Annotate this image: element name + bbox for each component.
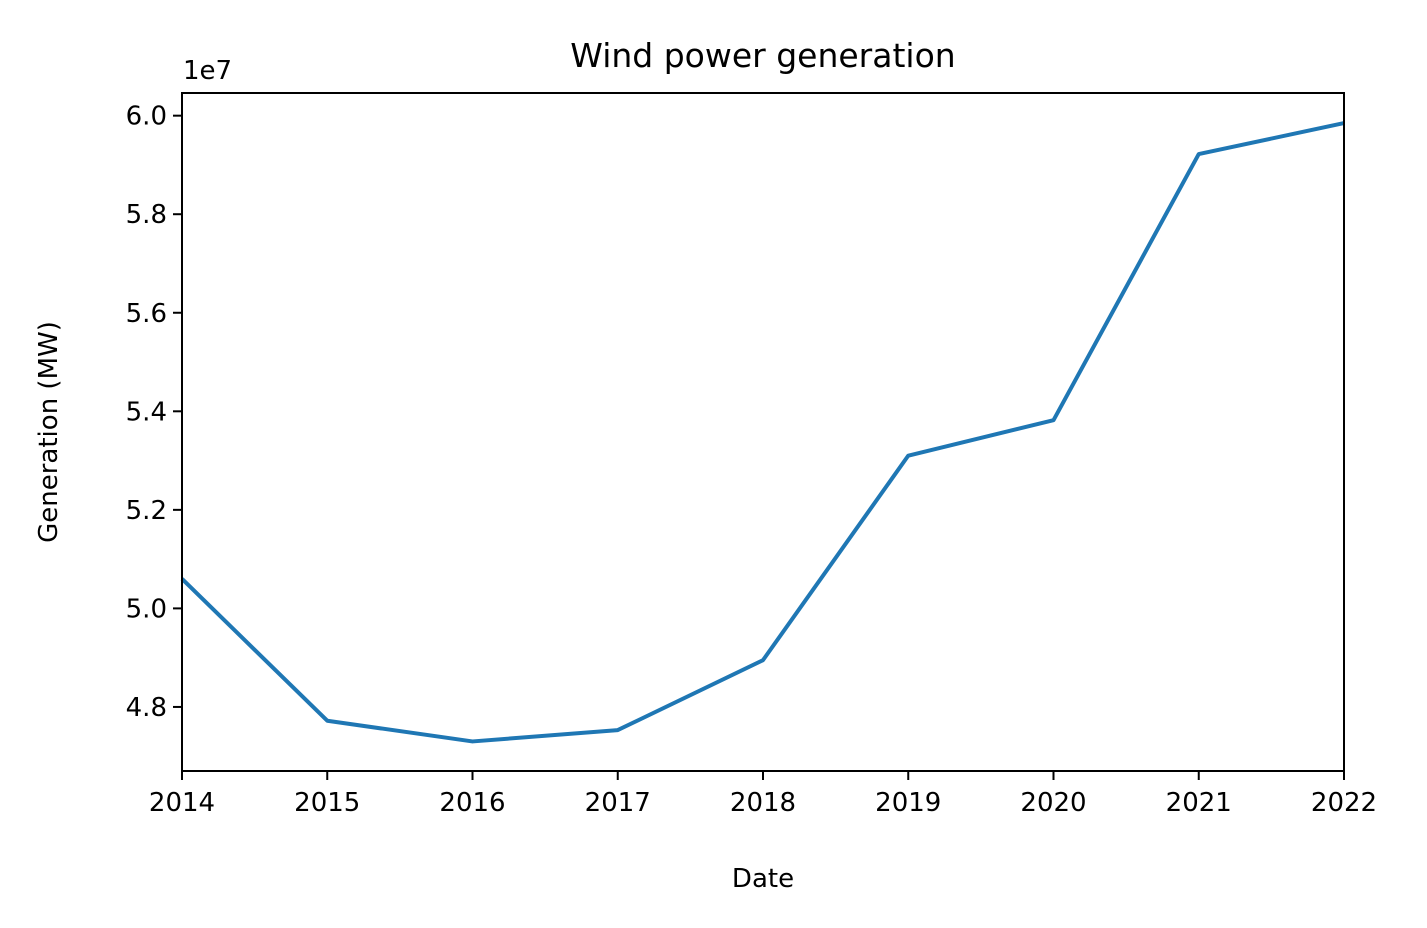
- x-tick-label: 2017: [585, 788, 651, 818]
- plot-area: [180, 121, 1345, 744]
- y-tick-label: 5.8: [126, 200, 167, 230]
- y-tick-label: 5.4: [126, 397, 167, 427]
- x-tick-label: 2014: [149, 788, 215, 818]
- y-offset-label: 1e7: [183, 56, 232, 86]
- x-axis: 2014 2015 2016 2017 2018 2019 2020 2021 2022: [149, 771, 1377, 818]
- series-line-0: [180, 121, 1345, 744]
- axes-frame: [181, 92, 1345, 772]
- y-axis-label: Generation (MW): [34, 321, 64, 543]
- x-axis-label: Date: [732, 864, 794, 894]
- x-tick-label: 2022: [1311, 788, 1377, 818]
- x-tick-label: 2015: [294, 788, 360, 818]
- x-tick-label: 2021: [1166, 788, 1232, 818]
- y-axis: 4.8 5.0 5.2 5.4 5.6 5.8 6.0: [126, 102, 182, 723]
- chart-title: Wind power generation: [570, 36, 955, 75]
- y-tick-label: 5.2: [126, 496, 167, 526]
- y-tick-label: 5.6: [126, 299, 167, 329]
- x-tick-label: 2019: [875, 788, 941, 818]
- y-tick-label: 6.0: [126, 102, 167, 132]
- x-tick-label: 2018: [730, 788, 796, 818]
- y-tick-label: 5.0: [126, 594, 167, 624]
- y-tick-label: 4.8: [126, 693, 167, 723]
- x-tick-label: 2020: [1020, 788, 1086, 818]
- x-tick-label: 2016: [439, 788, 505, 818]
